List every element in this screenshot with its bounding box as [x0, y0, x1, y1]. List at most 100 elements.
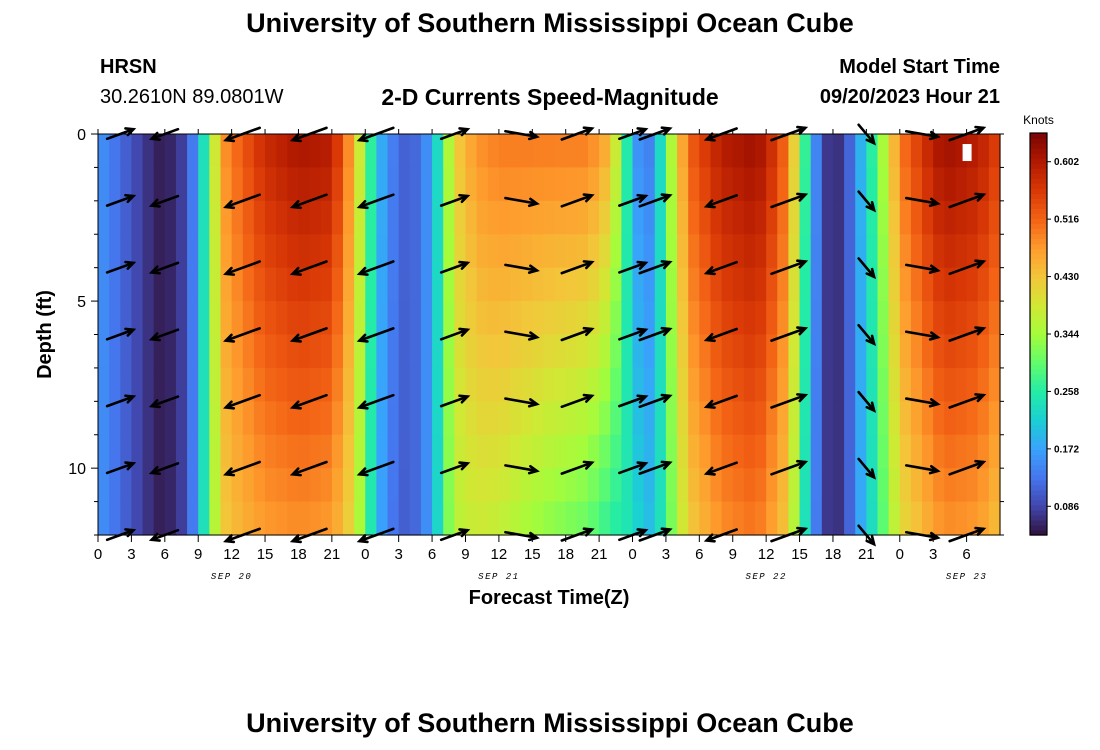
heatmap-cell	[632, 501, 645, 536]
heatmap-cell	[532, 468, 545, 503]
current-vector-arrow	[703, 394, 738, 409]
heatmap-cell	[454, 434, 467, 469]
heatmap-cell	[844, 501, 856, 536]
heatmap-cell	[877, 267, 890, 302]
heatmap-cell	[287, 434, 300, 469]
heatmap-cell	[877, 301, 890, 336]
heatmap-cell	[799, 167, 812, 202]
heatmap-cell	[810, 401, 823, 436]
colorbar-segment	[1030, 379, 1047, 385]
heatmap-cell	[688, 434, 700, 469]
heatmap-cell	[665, 468, 678, 503]
heatmap-cell	[109, 334, 121, 369]
heatmap-cell	[175, 468, 188, 503]
heatmap-cell	[665, 134, 678, 169]
heatmap-cell	[688, 301, 700, 336]
heatmap-cell	[743, 267, 756, 302]
current-vector-arrow	[356, 193, 395, 210]
heatmap-cell	[844, 267, 856, 302]
heatmap-cell	[766, 301, 778, 336]
colorbar-segment	[1030, 303, 1047, 310]
heatmap-cell	[788, 167, 801, 202]
heatmap-cell	[933, 401, 945, 436]
heatmap-cell	[832, 468, 845, 503]
heatmap-cell	[287, 301, 300, 336]
heatmap-cell	[933, 501, 945, 536]
heatmap-cell	[933, 301, 945, 336]
heatmap-cell	[788, 401, 801, 436]
heatmap-cell	[153, 200, 166, 235]
heatmap-cell	[465, 501, 478, 536]
heatmap-cell	[777, 301, 790, 336]
heatmap-cell	[276, 134, 288, 169]
heatmap-cell	[120, 234, 133, 269]
heatmap-cell	[799, 468, 812, 503]
heatmap-cell	[554, 468, 567, 503]
heatmap-cell	[398, 167, 411, 202]
heatmap-cell	[866, 501, 879, 536]
heatmap-cell	[209, 501, 222, 536]
heatmap-cell	[554, 501, 567, 536]
heatmap-cell	[365, 367, 377, 402]
heatmap-cell	[175, 367, 188, 402]
heatmap-cell	[944, 234, 957, 269]
heatmap-cell	[342, 301, 355, 336]
heatmap-cell	[476, 501, 489, 536]
heatmap-cell	[922, 134, 934, 169]
heatmap-cell	[966, 401, 979, 436]
heatmap-cell	[175, 334, 188, 369]
heatmap-cell	[409, 334, 422, 369]
heatmap-cell	[365, 401, 377, 436]
heatmap-cell	[799, 267, 812, 302]
heatmap-cell	[398, 301, 411, 336]
current-vector-arrow	[560, 460, 595, 475]
heatmap-cell	[510, 267, 522, 302]
heatmap-cell	[688, 200, 700, 235]
heatmap-cell	[799, 367, 812, 402]
heatmap-cell	[832, 301, 845, 336]
model-start-label: Model Start Time	[839, 56, 1000, 78]
heatmap-cell	[175, 200, 188, 235]
heatmap-cell	[710, 167, 723, 202]
heatmap-cell	[320, 501, 333, 536]
heatmap-cell	[955, 301, 968, 336]
heatmap-cell	[98, 200, 110, 235]
heatmap-cell	[532, 367, 545, 402]
colorbar-title: Knots	[1023, 113, 1054, 127]
heatmap-cell	[231, 334, 244, 369]
heatmap-cell	[899, 367, 912, 402]
heatmap-cell	[610, 501, 622, 536]
heatmap-cell	[688, 501, 700, 536]
colorbar-segment	[1030, 163, 1047, 169]
heatmap-cell	[532, 267, 545, 302]
heatmap-cell	[910, 167, 923, 202]
heatmap-cell	[142, 234, 155, 269]
heatmap-cell	[610, 334, 622, 369]
heatmap-cell	[342, 200, 355, 235]
heatmap-cell	[554, 367, 567, 402]
heatmap-cell	[120, 200, 133, 235]
heatmap-cell	[955, 334, 968, 369]
heatmap-cell	[532, 334, 545, 369]
heatmap-cell	[164, 200, 177, 235]
heatmap-cell	[788, 267, 801, 302]
heatmap-cell	[387, 301, 400, 336]
colorbar-segment	[1030, 178, 1047, 184]
heatmap-cell	[877, 401, 890, 436]
heatmap-cell	[988, 401, 1001, 436]
heatmap-cell	[109, 267, 121, 302]
colorbar-segment	[1030, 308, 1047, 315]
heatmap-cell	[688, 367, 700, 402]
heatmap-cell	[276, 234, 288, 269]
heatmap-cell	[565, 134, 578, 169]
heatmap-cell	[543, 468, 556, 503]
heatmap-cell	[977, 434, 990, 469]
heatmap-cell	[654, 234, 667, 269]
heatmap-cell	[565, 468, 578, 503]
heatmap-cell	[944, 167, 957, 202]
colorbar: 0.086 0.172 0.258 0.344 0.430 0.516 0.602	[1029, 132, 1079, 536]
heatmap-cell	[331, 334, 344, 369]
heatmap-cell	[376, 267, 389, 302]
heatmap-cell	[632, 267, 645, 302]
heatmap-cell	[153, 501, 166, 536]
